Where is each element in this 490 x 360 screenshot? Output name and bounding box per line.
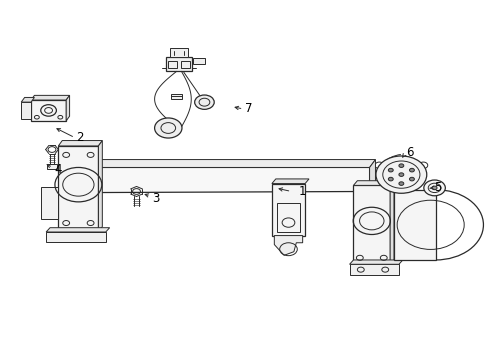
Polygon shape	[349, 264, 399, 275]
Polygon shape	[272, 179, 309, 184]
Polygon shape	[98, 140, 102, 232]
Circle shape	[389, 177, 393, 181]
Polygon shape	[274, 235, 303, 255]
Bar	[47, 164, 57, 168]
Text: 7: 7	[245, 103, 253, 116]
Text: 6: 6	[406, 145, 414, 158]
Bar	[181, 60, 190, 68]
Circle shape	[399, 164, 404, 167]
Text: 5: 5	[434, 181, 441, 194]
Polygon shape	[46, 228, 110, 232]
Circle shape	[155, 118, 182, 138]
Text: 1: 1	[299, 185, 306, 198]
Polygon shape	[96, 159, 375, 167]
Polygon shape	[394, 190, 436, 260]
Polygon shape	[353, 185, 390, 264]
Bar	[168, 60, 177, 68]
Polygon shape	[58, 140, 102, 146]
Circle shape	[424, 180, 445, 196]
Polygon shape	[369, 159, 375, 192]
Circle shape	[389, 168, 393, 172]
Polygon shape	[272, 184, 305, 235]
Text: 3: 3	[152, 192, 160, 205]
Circle shape	[410, 177, 415, 181]
Text: 2: 2	[76, 131, 84, 144]
Circle shape	[399, 173, 404, 176]
Polygon shape	[31, 95, 70, 100]
Polygon shape	[349, 260, 403, 264]
Polygon shape	[46, 232, 106, 242]
Polygon shape	[21, 102, 31, 119]
Polygon shape	[96, 167, 369, 193]
Circle shape	[376, 156, 427, 193]
Bar	[277, 203, 300, 232]
Circle shape	[195, 95, 214, 109]
Polygon shape	[58, 146, 98, 232]
Bar	[193, 58, 205, 64]
Polygon shape	[31, 100, 66, 121]
Circle shape	[410, 168, 415, 172]
Bar	[171, 94, 182, 99]
Polygon shape	[353, 181, 394, 185]
Circle shape	[399, 182, 404, 185]
Circle shape	[432, 186, 437, 190]
Polygon shape	[390, 181, 394, 264]
Bar	[170, 48, 188, 57]
Polygon shape	[21, 98, 34, 102]
Polygon shape	[66, 95, 70, 121]
Text: 4: 4	[54, 163, 62, 176]
Polygon shape	[41, 187, 58, 220]
Bar	[166, 57, 193, 71]
